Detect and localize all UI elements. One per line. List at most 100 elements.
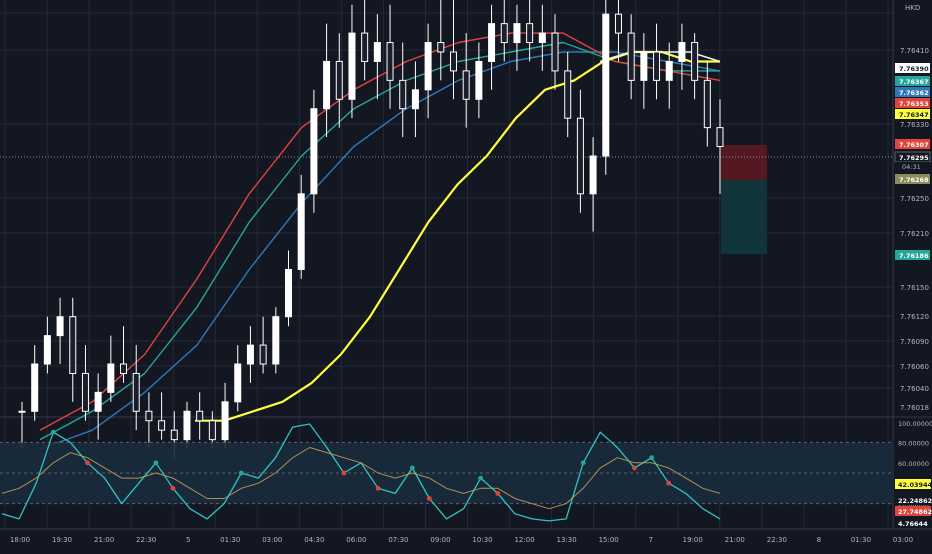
countdown-label: 04:31 — [902, 163, 921, 171]
cross-up-marker — [649, 455, 655, 461]
price-badge[interactable] — [895, 174, 930, 184]
candle-body[interactable] — [691, 42, 699, 81]
candle-body[interactable] — [526, 23, 534, 44]
candle-body[interactable] — [183, 410, 191, 441]
oscillator-value-badge[interactable] — [895, 518, 931, 528]
axes[interactable]: HKD 7.76410 7.76330 7.76250 7.76210 7.76150 7.… — [10, 4, 932, 544]
price-tick-label: 7.76150 — [900, 284, 929, 292]
candle-body[interactable] — [564, 70, 572, 119]
candle-body[interactable] — [246, 344, 254, 365]
candle-body[interactable] — [703, 79, 711, 129]
candle-body[interactable] — [107, 363, 115, 393]
price-badge[interactable] — [895, 250, 930, 260]
candle-body[interactable] — [386, 42, 394, 81]
candle-body[interactable] — [69, 316, 77, 374]
candle-body[interactable] — [437, 42, 445, 53]
candle-body[interactable] — [462, 70, 470, 100]
price-badge[interactable] — [895, 109, 930, 119]
candle-body[interactable] — [43, 335, 51, 365]
candle-body[interactable] — [424, 42, 432, 91]
risk-reward-zones[interactable] — [0, 145, 893, 254]
candle-body[interactable] — [208, 420, 216, 441]
candle-body[interactable] — [94, 391, 102, 412]
candle-body[interactable] — [399, 79, 407, 110]
candle-body[interactable] — [158, 420, 166, 431]
stop-loss-zone[interactable] — [721, 145, 767, 180]
time-tick-label: 19:00 — [683, 536, 703, 544]
candle-body[interactable] — [538, 32, 546, 44]
cross-up-marker — [409, 465, 415, 471]
time-tick-label: 19:30 — [52, 536, 72, 544]
candle-body[interactable] — [602, 13, 610, 157]
price-tick-label: 7.76090 — [900, 338, 929, 346]
candle-body[interactable] — [500, 23, 508, 44]
oscillator-tick-label: 60.00000 — [898, 460, 929, 468]
candle-body[interactable] — [614, 13, 622, 34]
candle-body[interactable] — [361, 32, 369, 62]
candle-body[interactable] — [640, 51, 648, 81]
candle-body[interactable] — [665, 60, 673, 81]
candle-body[interactable] — [272, 316, 280, 365]
price-badge[interactable] — [895, 98, 930, 108]
candle-body[interactable] — [373, 42, 381, 62]
candle-body[interactable] — [132, 372, 140, 412]
price-tick-label: 7.76040 — [900, 385, 929, 393]
price-badge[interactable] — [895, 76, 930, 86]
oscillator-value-badge[interactable] — [895, 479, 931, 489]
time-tick-label: 09:00 — [430, 536, 450, 544]
candle-body[interactable] — [81, 372, 89, 412]
candle-body[interactable] — [678, 42, 686, 62]
candle-body[interactable] — [56, 316, 64, 337]
candle-body[interactable] — [335, 60, 343, 100]
candle-body[interactable] — [221, 401, 229, 441]
candle-body[interactable] — [653, 51, 661, 81]
candles[interactable] — [18, 0, 724, 459]
oscillator-value-badge[interactable] — [895, 495, 931, 505]
candle-body[interactable] — [323, 60, 331, 110]
price-badge[interactable] — [895, 87, 930, 97]
price-badge-label: 7.76268 — [899, 176, 929, 184]
oscillator-pane[interactable] — [0, 423, 893, 522]
time-tick-label: 5 — [186, 536, 190, 544]
candle-body[interactable] — [449, 51, 457, 72]
time-tick-label: 06:00 — [346, 536, 366, 544]
candle-body[interactable] — [551, 32, 559, 72]
candle-body[interactable] — [196, 410, 204, 422]
price-tick-label: 7.76210 — [900, 230, 929, 238]
oscillator-value-badge[interactable] — [895, 506, 931, 516]
candle-body[interactable] — [589, 155, 597, 195]
candle-body[interactable] — [234, 363, 242, 403]
candle-body[interactable] — [120, 363, 128, 374]
cross-down-marker — [170, 485, 176, 491]
candle-body[interactable] — [716, 127, 724, 148]
candle-body[interactable] — [475, 60, 483, 100]
oscillator-value-label: 4.76644 — [898, 520, 928, 528]
candle-body[interactable] — [513, 23, 521, 44]
price-badge[interactable] — [895, 63, 930, 73]
candle-body[interactable] — [259, 344, 267, 365]
candle-body[interactable] — [285, 268, 293, 318]
time-tick-label: 15:00 — [599, 536, 619, 544]
candle-body[interactable] — [310, 108, 318, 195]
candle-body[interactable] — [627, 32, 635, 81]
candle-body[interactable] — [31, 363, 39, 412]
price-badge-label: 7.76367 — [899, 78, 929, 86]
candle-body[interactable] — [576, 117, 584, 195]
candle-body[interactable] — [170, 429, 178, 441]
candle-body[interactable] — [145, 410, 153, 422]
candle-body[interactable] — [18, 410, 26, 413]
cross-up-marker — [153, 460, 159, 466]
time-tick-label: 07:30 — [388, 536, 408, 544]
time-tick-label: 21:00 — [94, 536, 114, 544]
price-badge[interactable] — [895, 139, 930, 149]
candle-body[interactable] — [348, 32, 356, 100]
price-tick-label: 7.76018 — [900, 404, 929, 412]
candle-body[interactable] — [411, 89, 419, 110]
take-profit-zone[interactable] — [721, 180, 767, 254]
candle-body[interactable] — [297, 193, 305, 270]
currency-label: HKD — [905, 4, 920, 12]
time-tick-label: 04:30 — [304, 536, 324, 544]
candle-body[interactable] — [488, 23, 496, 62]
